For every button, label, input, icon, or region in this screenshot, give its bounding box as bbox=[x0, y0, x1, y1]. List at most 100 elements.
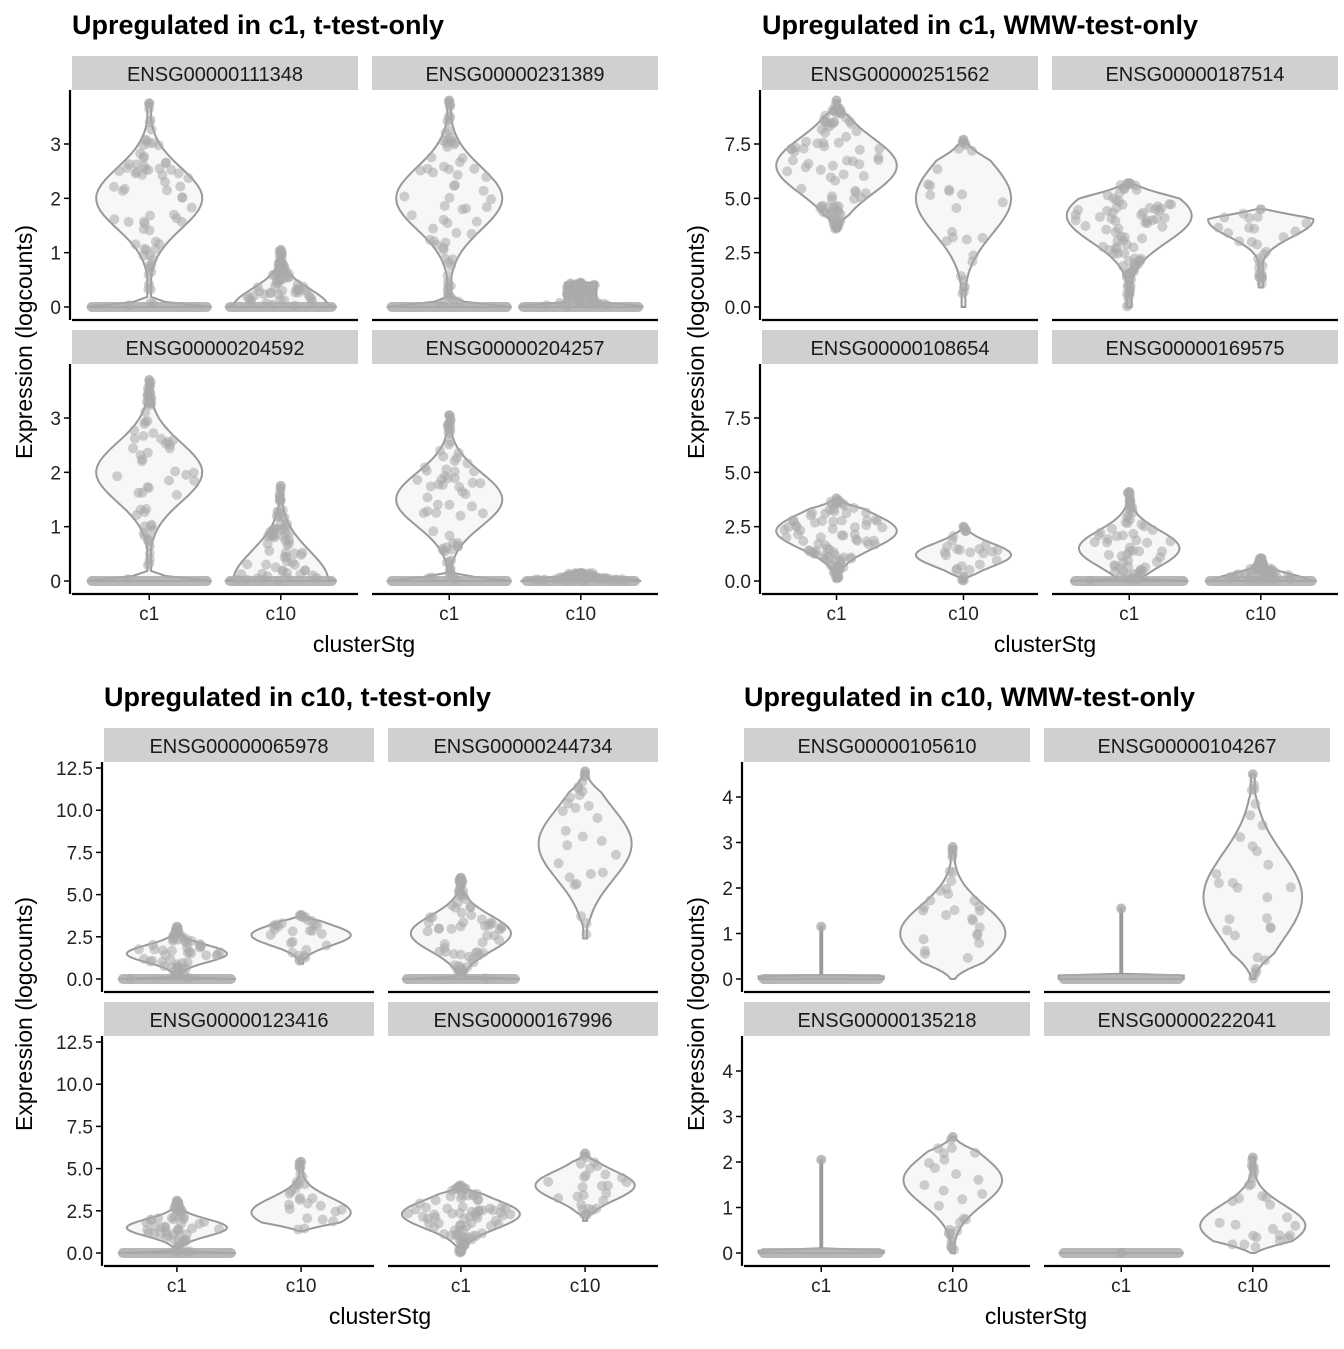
facet-strip bbox=[372, 56, 658, 90]
data-point bbox=[269, 269, 280, 280]
data-point bbox=[919, 902, 930, 913]
data-point bbox=[944, 1228, 955, 1239]
data-point bbox=[815, 532, 826, 543]
data-point bbox=[432, 499, 443, 510]
facet-strip bbox=[762, 330, 1038, 364]
facet-label: ENSG00000135218 bbox=[797, 1010, 976, 1032]
violin-c10 bbox=[1204, 553, 1317, 586]
data-point bbox=[932, 164, 943, 175]
data-point bbox=[787, 515, 798, 526]
data-point bbox=[562, 283, 573, 294]
data-point bbox=[139, 531, 150, 541]
data-point bbox=[957, 189, 967, 200]
data-point bbox=[1262, 913, 1272, 924]
data-point bbox=[830, 175, 841, 186]
data-point bbox=[1118, 261, 1128, 272]
data-point bbox=[442, 270, 453, 281]
facet-ENSG00000204592: ENSG00000204592 0 1 2 3 c1 c10 bbox=[50, 330, 358, 625]
data-point bbox=[1245, 810, 1256, 821]
data-point bbox=[596, 836, 607, 846]
data-point bbox=[583, 800, 594, 811]
x-tick-label: c10 bbox=[937, 1276, 968, 1297]
data-point bbox=[576, 911, 587, 922]
data-point bbox=[170, 466, 181, 477]
y-tick-label: 2.5 bbox=[725, 244, 751, 265]
data-point bbox=[819, 141, 830, 152]
violin-c1 bbox=[775, 493, 898, 584]
data-point bbox=[1274, 1230, 1285, 1241]
y-tick-label: 3 bbox=[722, 1108, 733, 1129]
data-point bbox=[1248, 973, 1259, 984]
data-point bbox=[162, 185, 172, 196]
data-point bbox=[166, 164, 177, 175]
violin-c10 bbox=[250, 909, 352, 966]
data-point bbox=[171, 489, 182, 500]
data-point bbox=[970, 1147, 981, 1158]
data-point bbox=[279, 522, 290, 533]
data-point bbox=[1142, 537, 1153, 548]
zero-points bbox=[758, 974, 884, 984]
facet-ENSG00000108654: ENSG00000108654 0.0 2.5 5.0 7.5 c1 c10 bbox=[725, 330, 1038, 625]
facet-ENSG00000169575: ENSG00000169575 c1 c10 bbox=[1052, 330, 1338, 625]
data-point bbox=[798, 143, 809, 154]
facet-strip bbox=[72, 56, 358, 90]
data-point bbox=[949, 905, 960, 916]
data-point bbox=[297, 547, 308, 558]
y-tick-label: 0 bbox=[50, 298, 61, 319]
chart-panel-2: Upregulated in c1, WMW-test-only Expressi… bbox=[683, 10, 1338, 657]
facet-ENSG00000111348: ENSG00000111348 0 1 2 3 bbox=[50, 56, 358, 322]
data-point bbox=[455, 949, 466, 960]
data-point bbox=[967, 915, 978, 926]
data-point bbox=[438, 135, 449, 146]
data-point bbox=[790, 142, 801, 153]
data-point bbox=[854, 159, 865, 170]
violin-c10 bbox=[1199, 1152, 1307, 1254]
max-point bbox=[296, 909, 307, 920]
data-point bbox=[1166, 199, 1177, 210]
data-point bbox=[143, 284, 154, 295]
data-point bbox=[1119, 248, 1130, 259]
data-point bbox=[1157, 546, 1167, 557]
data-point bbox=[1247, 841, 1258, 852]
facet-label: ENSG00000111348 bbox=[127, 64, 303, 86]
data-point bbox=[274, 494, 285, 505]
y-tick-label: 0.0 bbox=[725, 572, 751, 593]
data-point bbox=[836, 515, 847, 526]
y-tick-label: 0.0 bbox=[67, 970, 93, 991]
data-point bbox=[1095, 527, 1106, 538]
data-point bbox=[828, 516, 839, 527]
data-point bbox=[281, 567, 292, 578]
data-point bbox=[467, 501, 477, 512]
data-point bbox=[946, 1143, 957, 1153]
data-point bbox=[128, 443, 139, 454]
data-point bbox=[175, 181, 186, 192]
data-point bbox=[494, 935, 505, 946]
data-point bbox=[953, 143, 964, 154]
data-point bbox=[159, 961, 170, 972]
data-point bbox=[925, 190, 936, 200]
data-point bbox=[601, 1188, 612, 1199]
data-point bbox=[439, 939, 450, 949]
data-point bbox=[1137, 233, 1148, 244]
data-point bbox=[1265, 1199, 1276, 1210]
facet-ENSG00000123416: ENSG00000123416 0.0 2.5 5.0 7.5 10.0 12.5 c1 c10 bbox=[56, 1002, 374, 1297]
data-point bbox=[477, 1205, 488, 1216]
data-point bbox=[142, 416, 153, 426]
data-point bbox=[440, 946, 451, 957]
data-point bbox=[569, 879, 580, 890]
facet-ENSG00000222041: ENSG00000222041 c1 c10 bbox=[1044, 1002, 1330, 1297]
data-point bbox=[117, 185, 128, 196]
data-point bbox=[597, 867, 608, 878]
data-point bbox=[874, 143, 885, 154]
data-point bbox=[212, 949, 223, 960]
data-point bbox=[553, 858, 564, 869]
data-point bbox=[290, 1183, 301, 1194]
data-point bbox=[439, 471, 450, 482]
data-point bbox=[1139, 521, 1150, 532]
data-point bbox=[929, 1163, 940, 1173]
data-point bbox=[854, 144, 865, 155]
data-point bbox=[273, 921, 284, 932]
data-point bbox=[956, 561, 967, 572]
data-point bbox=[461, 1221, 472, 1232]
chart-title: Upregulated in c1, WMW-test-only bbox=[762, 10, 1198, 40]
